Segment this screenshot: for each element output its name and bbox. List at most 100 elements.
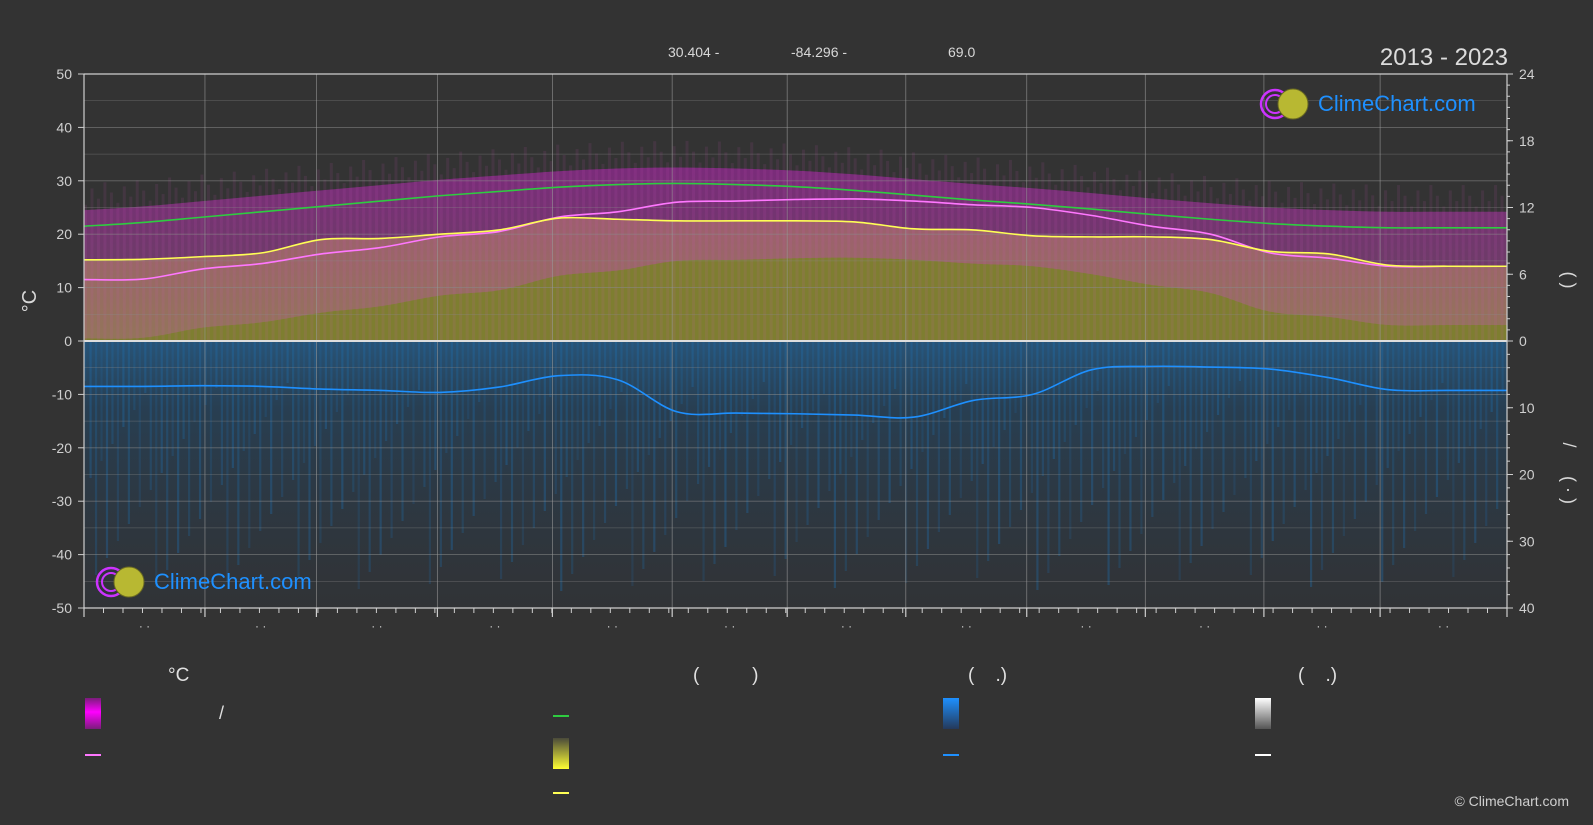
- rain-streak: [669, 341, 672, 421]
- temp-streak: [1287, 186, 1291, 341]
- temp-streak: [1319, 188, 1323, 341]
- rain-streak: [1008, 341, 1012, 527]
- rain-streak: [259, 341, 262, 531]
- rain-streak: [1282, 341, 1285, 524]
- rain-streak: [921, 341, 924, 452]
- temp-streak: [704, 146, 708, 341]
- rain-streak: [1463, 341, 1466, 560]
- logo-bottom[interactable]: ClimeChart.com: [94, 565, 312, 599]
- temp-streak: [1468, 195, 1472, 341]
- rain-streak: [1496, 341, 1499, 509]
- rain-streak: [1315, 341, 1318, 473]
- temp-streak: [388, 173, 392, 341]
- temp-streak: [219, 178, 223, 341]
- rain-streak: [171, 341, 174, 456]
- temp-streak: [362, 160, 366, 341]
- temp-streak: [1377, 206, 1381, 341]
- rain-streak: [926, 341, 930, 549]
- month-label: · ·: [489, 619, 500, 633]
- rain-streak: [253, 341, 256, 434]
- temp-streak: [614, 157, 618, 341]
- temp-streak: [1494, 185, 1498, 341]
- temp-streak: [931, 159, 935, 341]
- rain-streak: [1047, 341, 1050, 573]
- temp-streak: [659, 151, 663, 341]
- rain-streak: [877, 341, 880, 520]
- rain-streak: [1266, 341, 1269, 444]
- rain-streak: [773, 341, 776, 576]
- rain-streak: [489, 341, 492, 385]
- temp-streak: [206, 184, 210, 341]
- rain-streak: [707, 341, 711, 467]
- rain-streak: [751, 341, 754, 399]
- temp-streak: [472, 172, 476, 341]
- elevation-label: 69.0: [948, 44, 976, 60]
- rain-streak: [729, 341, 733, 433]
- temp-streak: [1351, 189, 1355, 341]
- rain-streak: [1112, 341, 1116, 471]
- rain-streak: [1085, 341, 1088, 408]
- rain-streak: [658, 341, 661, 438]
- rain-streak: [237, 341, 240, 565]
- rain-streak: [998, 341, 1001, 544]
- temp-streak: [834, 151, 838, 341]
- temp-streak: [1364, 184, 1368, 341]
- series-line-precip: [84, 365, 1507, 419]
- rain-streak: [352, 341, 355, 492]
- rain-streak: [1397, 341, 1400, 451]
- temp-streak: [96, 198, 100, 341]
- temp-streak: [290, 182, 294, 341]
- temp-streak: [413, 160, 417, 341]
- temp-streak: [1235, 178, 1239, 341]
- temp-streak: [601, 163, 605, 341]
- temp-streak: [892, 172, 896, 341]
- rain-streak: [401, 341, 404, 521]
- rain-streak: [478, 341, 481, 402]
- rain-streak: [592, 341, 596, 540]
- temp-streak: [1455, 201, 1459, 341]
- temp-streak: [1118, 190, 1122, 341]
- temp-streak: [957, 177, 961, 341]
- temp-streak: [400, 167, 404, 341]
- temp-streak: [278, 188, 282, 341]
- temp-streak: [582, 159, 586, 341]
- temp-streak: [1409, 206, 1413, 341]
- rain-streak: [483, 341, 486, 499]
- rain-streak: [1080, 341, 1083, 522]
- y-tick-label: -30: [52, 493, 72, 509]
- temp-streak: [1138, 170, 1142, 341]
- rain-streak: [1063, 341, 1066, 442]
- temp-streak: [724, 152, 728, 341]
- rain-streak: [1074, 341, 1077, 425]
- temp-streak: [103, 182, 107, 341]
- temp-streak: [562, 154, 566, 341]
- rain-streak: [510, 341, 514, 562]
- month-label: · ·: [139, 619, 150, 633]
- rain-streak: [1107, 341, 1110, 585]
- rain-streak: [696, 341, 700, 484]
- temp-streak: [478, 155, 482, 341]
- temp-streak: [1086, 187, 1090, 341]
- rain-streak: [144, 341, 147, 393]
- rain-streak: [472, 341, 475, 516]
- rain-streak: [899, 341, 902, 486]
- temp-streak: [692, 151, 696, 341]
- logo-top[interactable]: ClimeChart.com: [1258, 87, 1476, 121]
- legend-snow-swatch: [1255, 698, 1271, 729]
- rain-streak: [302, 341, 306, 463]
- temp-streak: [821, 156, 825, 341]
- rain-streak: [357, 341, 360, 589]
- right-tick-label-bottom: 30: [1519, 533, 1535, 549]
- temp-streak: [1461, 185, 1465, 341]
- rain-streak: [549, 341, 552, 397]
- rain-streak: [1288, 341, 1291, 410]
- latitude-label: 30.404 -: [668, 44, 720, 60]
- temp-streak: [1073, 164, 1077, 341]
- rain-streak: [193, 341, 196, 422]
- rain-streak: [1052, 341, 1055, 459]
- temp-streak: [911, 152, 915, 341]
- copyright: © ClimeChart.com: [1454, 793, 1569, 809]
- rain-streak: [828, 341, 831, 491]
- rain-streak: [177, 341, 180, 553]
- axes: [78, 73, 1513, 617]
